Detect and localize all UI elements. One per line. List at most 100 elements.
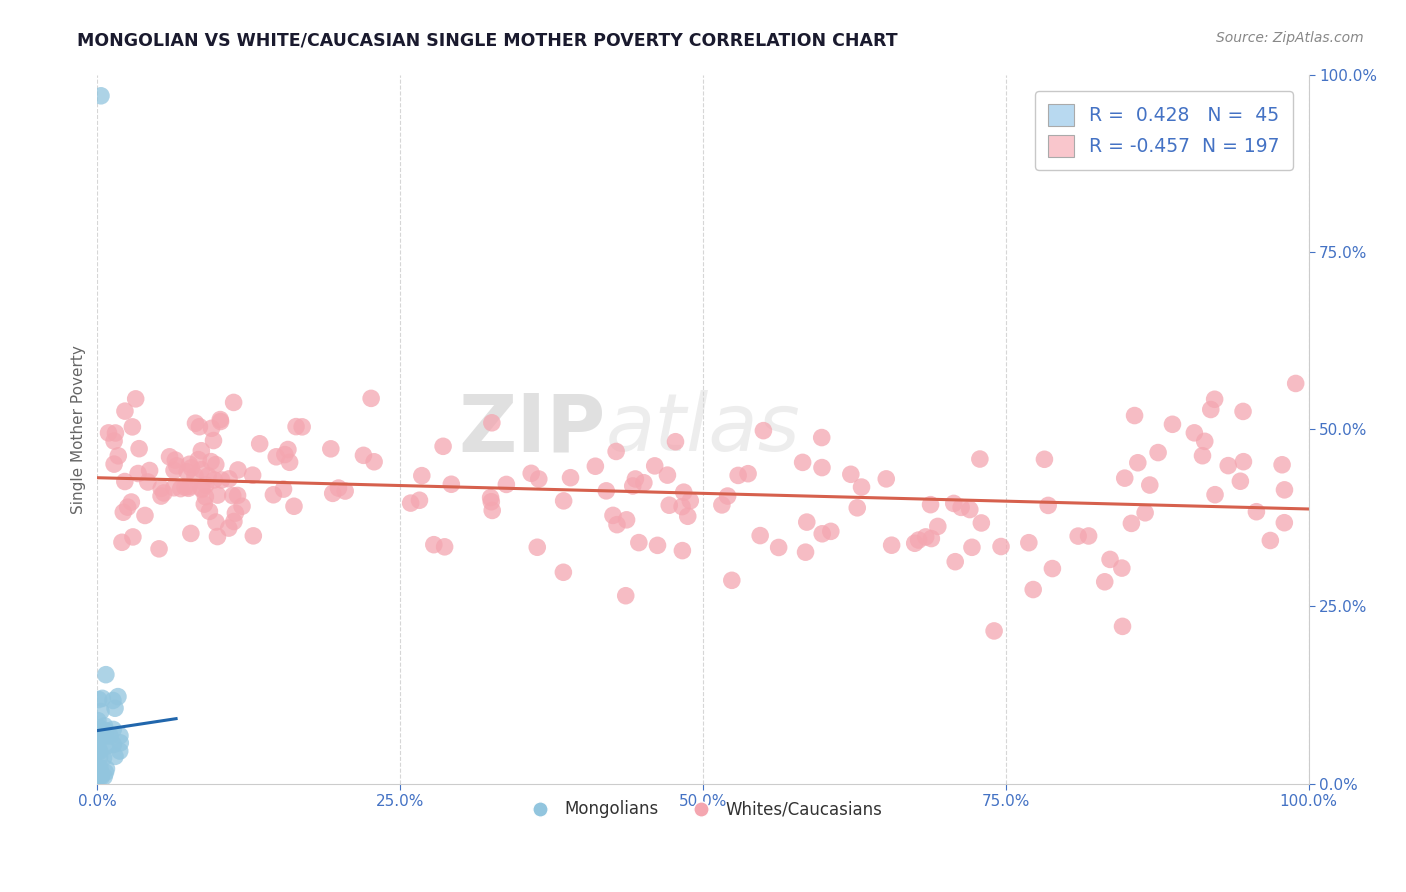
Point [796, 515, 818, 529]
Point [226, 463, 249, 477]
Point [103, 457, 125, 471]
Point [103, 723, 125, 737]
Point [90, 766, 112, 780]
Point [190, 443, 212, 458]
Point [94, 739, 117, 754]
Point [658, 498, 681, 512]
Point [148, 541, 170, 556]
Point [495, 477, 517, 491]
Point [942, 496, 965, 510]
Point [794, 545, 817, 559]
Point [627, 535, 650, 549]
Point [943, 555, 966, 569]
Point [527, 472, 550, 486]
Point [1260, 533, 1282, 548]
Point [184, 416, 207, 430]
Point [644, 458, 666, 473]
Point [194, 478, 217, 492]
Point [184, 469, 207, 483]
Point [1033, 452, 1056, 467]
Point [319, 442, 342, 456]
Point [94, 667, 117, 681]
Point [107, 449, 129, 463]
Point [104, 749, 127, 764]
Point [93, 719, 115, 733]
Point [1042, 561, 1064, 575]
Point [177, 481, 200, 495]
Point [333, 483, 356, 498]
Point [1126, 456, 1149, 470]
Point [328, 481, 350, 495]
Point [211, 473, 233, 487]
Point [1139, 478, 1161, 492]
Point [810, 431, 832, 445]
Point [87, 721, 110, 735]
Point [87, 744, 110, 758]
Point [1111, 561, 1133, 575]
Point [114, 404, 136, 418]
Point [90, 705, 112, 719]
Point [664, 434, 686, 449]
Point [107, 690, 129, 704]
Point [1232, 455, 1254, 469]
Point [90, 725, 112, 739]
Point [583, 459, 606, 474]
Point [108, 729, 131, 743]
Point [193, 497, 215, 511]
Point [104, 425, 127, 440]
Point [737, 467, 759, 481]
Point [1204, 488, 1226, 502]
Point [87, 733, 110, 747]
Point [122, 530, 145, 544]
Point [752, 424, 775, 438]
Point [242, 468, 264, 483]
Point [353, 448, 375, 462]
Point [481, 503, 503, 517]
Point [98, 729, 121, 743]
Point [880, 538, 903, 552]
Point [87, 770, 110, 784]
Point [87, 770, 110, 784]
Point [647, 538, 669, 552]
Point [242, 529, 264, 543]
Point [273, 482, 295, 496]
Y-axis label: Single Mother Poverty: Single Mother Poverty [72, 344, 86, 514]
Point [1204, 392, 1226, 407]
Point [163, 463, 186, 477]
Point [1147, 445, 1170, 459]
Text: atlas: atlas [606, 390, 801, 468]
Point [768, 541, 790, 555]
Point [278, 455, 301, 469]
Point [479, 491, 502, 505]
Point [1133, 506, 1156, 520]
Point [322, 486, 344, 500]
Point [117, 500, 139, 515]
Point [198, 504, 221, 518]
Point [197, 469, 219, 483]
Point [111, 535, 134, 549]
Point [93, 727, 115, 741]
Point [1022, 582, 1045, 597]
Point [927, 519, 949, 533]
Point [218, 521, 240, 535]
Point [93, 751, 115, 765]
Point [207, 530, 229, 544]
Point [1191, 449, 1213, 463]
Point [520, 467, 543, 481]
Point [163, 481, 186, 495]
Point [560, 471, 582, 485]
Point [177, 480, 200, 494]
Point [727, 468, 749, 483]
Point [1121, 516, 1143, 531]
Point [87, 766, 110, 780]
Point [481, 416, 503, 430]
Point [103, 738, 125, 752]
Point [914, 530, 936, 544]
Point [553, 566, 575, 580]
Point [180, 526, 202, 541]
Point [205, 515, 228, 529]
Point [411, 468, 433, 483]
Point [222, 489, 245, 503]
Point [970, 516, 993, 530]
Point [191, 483, 214, 497]
